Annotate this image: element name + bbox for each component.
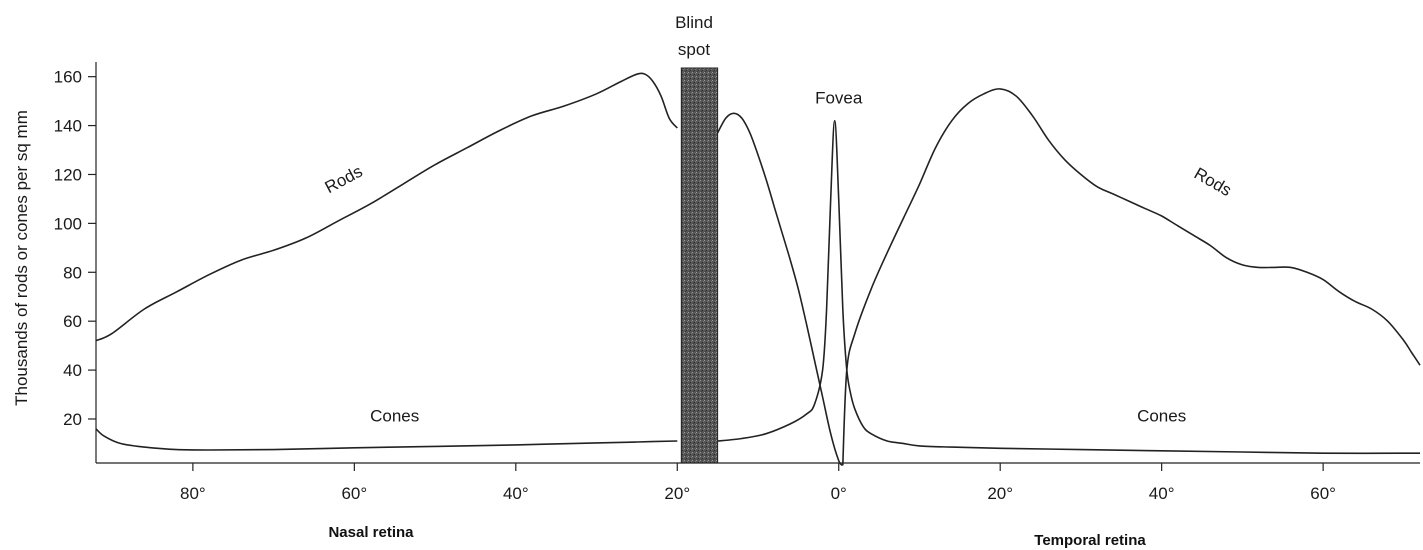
x-tick-label: 80°: [180, 484, 206, 503]
plot-area: 20 40 60 80 100 120 140 160 80° 60° 40° 20° 0° 20° 40…: [54, 62, 1421, 503]
annotation-cones: Cones: [370, 406, 419, 425]
x-tick-label: 20°: [664, 484, 690, 503]
blind-spot-label-line1: Blind: [675, 13, 713, 32]
y-tick-label: 20: [63, 410, 82, 429]
y-tick-label: 40: [63, 361, 82, 380]
y-tick-label: 140: [54, 117, 82, 136]
blind-spot-label-line2: spot: [678, 40, 710, 59]
nasal-retina-label: Nasal retina: [328, 524, 414, 541]
annotation-cones: Cones: [1137, 406, 1186, 425]
x-tick-label: 60°: [341, 484, 367, 503]
rods-curve-segment-3: [842, 88, 1421, 466]
y-tick-label: 100: [54, 214, 82, 233]
temporal-retina-label: Temporal retina: [1034, 532, 1146, 549]
blind-spot-band: [680, 67, 719, 464]
y-tick-label: 160: [54, 68, 82, 87]
y-tick-label: 120: [54, 165, 82, 184]
cones-curve-segment-2: [717, 119, 1421, 455]
annotation-rods: Rods: [1191, 164, 1235, 200]
annotation-layer: Fovea Rods Rods Cones Cones: [322, 89, 1235, 426]
y-tick-label: 80: [63, 263, 82, 282]
y-tick-label: 60: [63, 312, 82, 331]
cones-curve-segment-1: [95, 428, 678, 451]
x-tick-label: 20°: [987, 484, 1013, 503]
x-tick-label: 0°: [831, 484, 847, 503]
rods-curve-segment-2: [716, 112, 844, 467]
y-ticks: 20 40 60 80 100 120 140 160: [54, 68, 96, 429]
x-tick-label: 60°: [1310, 484, 1336, 503]
y-axis-title: Thousands of rods or cones per sq mm: [12, 110, 31, 406]
series-layer: [95, 72, 1421, 467]
x-tick-label: 40°: [1149, 484, 1175, 503]
x-ticks: 80° 60° 40° 20° 0° 20° 40° 60°: [180, 463, 1336, 503]
annotation-rods: Rods: [322, 162, 366, 197]
x-tick-label: 40°: [503, 484, 529, 503]
rods-curve-segment-1: [95, 72, 678, 342]
annotation-fovea: Fovea: [815, 89, 863, 108]
